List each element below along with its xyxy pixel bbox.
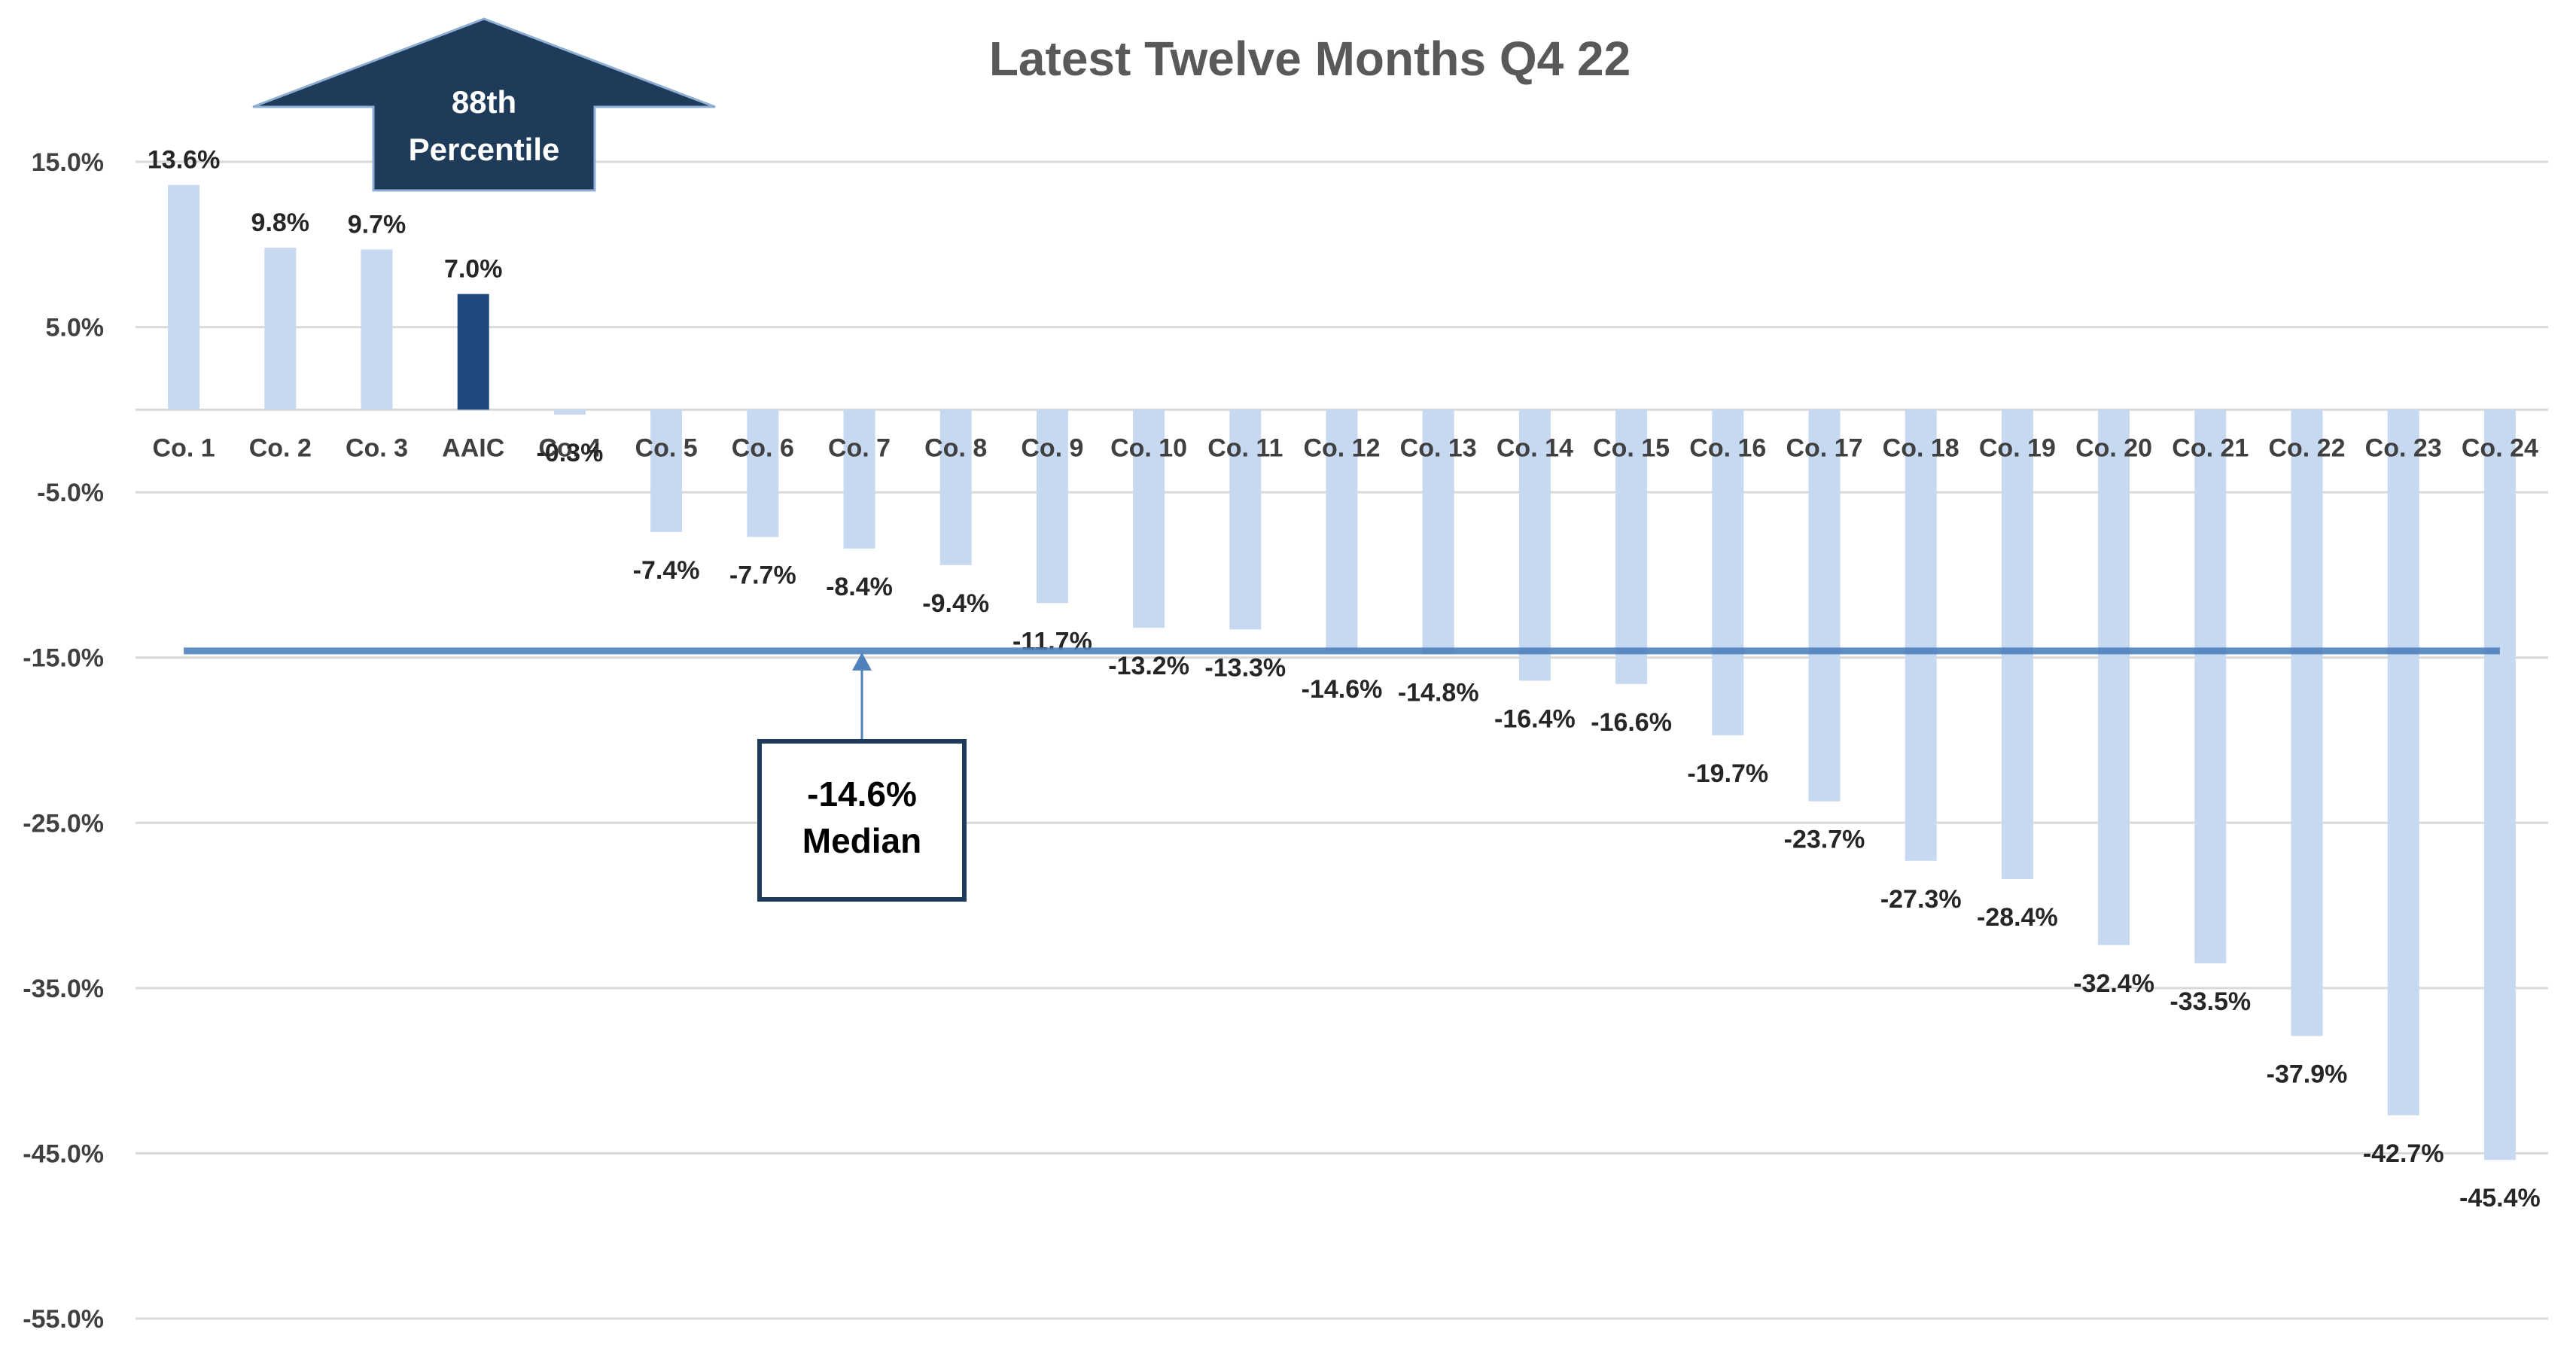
x-tick-label: Co. 2 [249,434,312,462]
x-tick-label: Co. 16 [1689,434,1766,462]
x-tick-label: Co. 7 [828,434,891,462]
bar [264,248,297,410]
y-tick-label: -55.0% [23,1305,104,1334]
median-callout-box [757,739,967,902]
gridlines [135,160,2548,1320]
x-tick-label: Co. 19 [1979,434,2056,462]
bar [361,249,393,410]
data-label: -14.6% [1302,675,1383,704]
x-tick-label: Co. 21 [2172,434,2249,462]
x-tick-label: Co. 18 [1883,434,1959,462]
y-tick-label: -45.0% [23,1139,104,1168]
data-label: 9.8% [251,208,310,237]
data-label: -0.3% [536,439,603,467]
x-tick-label: Co. 6 [732,434,794,462]
data-label: -13.3% [1204,653,1286,682]
bar [1326,409,1358,651]
bar [1712,409,1744,735]
x-tick-label: Co. 8 [924,434,987,462]
bar [2098,409,2130,945]
bar [1615,409,1648,684]
y-tick-label: -35.0% [23,975,104,1003]
y-tick-label: -25.0% [23,809,104,838]
data-label: -37.9% [2267,1060,2348,1089]
chart-title: Latest Twelve Months Q4 22 [989,32,1631,86]
data-label: -16.4% [1494,704,1576,733]
x-tick-label: Co. 10 [1110,434,1187,462]
bar [1229,409,1262,630]
bars [168,184,2516,1161]
bar [1808,409,1841,802]
y-axis-ticks: 15.0% 5.0% -5.0% -15.0% -25.0% -35.0% -45.0% -5… [23,148,104,1334]
median-annotation: -14.6% Median [184,647,2500,902]
bar [457,294,489,410]
data-label: -23.7% [1784,826,1865,854]
x-tick-label: Co. 20 [2075,434,2152,462]
bar [1133,409,1165,628]
data-label: -7.7% [729,561,796,589]
x-tick-label: Co. 23 [2365,434,2442,462]
y-tick-label: 15.0% [32,148,104,177]
bar [1905,409,1937,861]
bar [2483,409,2516,1161]
data-label: 9.7% [348,210,406,239]
percentile-label: Percentile [409,132,560,167]
data-label: 7.0% [444,255,503,284]
bar [1036,409,1068,604]
bar [1422,409,1454,655]
bar [650,409,683,532]
data-label: -8.4% [826,573,893,601]
percentile-arrow: 88th Percentile [252,17,716,192]
x-tick-label: Co. 12 [1303,434,1380,462]
y-tick-label: 5.0% [46,314,105,342]
x-tick-label: Co. 3 [346,434,408,462]
median-callout-value: -14.6% [807,774,917,814]
bar [747,409,779,537]
bar [2001,409,2033,879]
data-label: 13.6% [148,146,220,175]
bar [553,409,586,415]
data-label: -16.6% [1591,708,1672,737]
x-tick-label: AAIC [442,434,504,462]
data-label: -7.4% [633,556,700,585]
data-label: -9.4% [922,589,989,618]
median-callout-label: Median [802,821,921,860]
y-tick-label: -5.0% [37,479,104,507]
data-label: -45.4% [2459,1184,2541,1212]
median-arrowhead-icon [852,652,872,671]
bar [2194,409,2227,963]
x-tick-label: Co. 24 [2462,434,2538,462]
bar [168,184,200,410]
x-tick-label: Co. 5 [635,434,698,462]
bar [2291,409,2323,1036]
data-label: -14.8% [1398,678,1479,707]
x-tick-label: Co. 14 [1497,434,1573,462]
up-arrow-icon [252,17,716,192]
data-label: -19.7% [1687,759,1768,788]
x-tick-label: Co. 15 [1593,434,1670,462]
data-label: -32.4% [2073,969,2154,998]
x-tick-label: Co. 17 [1786,434,1862,462]
data-label: -33.5% [2170,987,2251,1016]
bar [2387,409,2419,1115]
x-tick-label: Co. 4 [538,434,601,462]
x-tick-label: Co. 22 [2268,434,2345,462]
x-tick-label: Co. 9 [1021,434,1083,462]
data-label: -13.2% [1108,652,1189,680]
data-labels: 13.6% 9.8% 9.7% 7.0% -0.3% -7.4% -7.7% -8.4% -9.… [148,146,2541,1212]
bar [843,409,875,549]
x-axis-ticks: Co. 1 Co. 2 Co. 3 AAIC Co. 4 Co. 5 Co. 6 Co. 7 C… [153,434,2538,462]
y-tick-label: -15.0% [23,644,104,673]
x-tick-label: Co. 13 [1400,434,1477,462]
bar [1518,409,1551,681]
x-tick-label: Co. 1 [153,434,215,462]
x-tick-label: Co. 11 [1207,434,1283,462]
data-label: -42.7% [2363,1139,2444,1168]
bar [939,409,972,565]
data-label: -28.4% [1977,903,2058,932]
percentile-value: 88th [452,84,516,120]
data-label: -27.3% [1880,885,1962,914]
